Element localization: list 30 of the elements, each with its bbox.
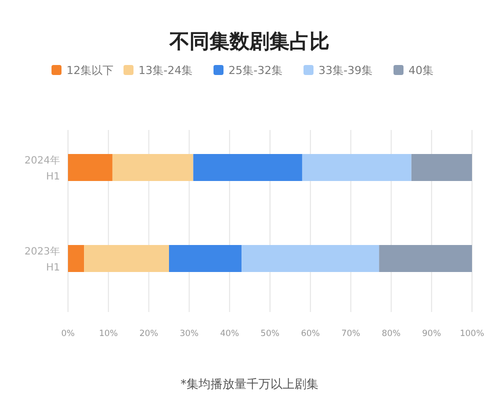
x-tick-label: 10% <box>98 329 118 339</box>
x-tick-label: 50% <box>260 329 280 339</box>
bar <box>302 154 412 181</box>
chart-title: 不同集数剧集占比 <box>168 29 330 53</box>
x-tick-label: 30% <box>180 329 199 339</box>
legend-label: 13集-24集 <box>138 64 192 77</box>
x-tick-label: 90% <box>422 329 442 339</box>
text: *集均播放量千万以上剧集 <box>180 377 318 391</box>
x-tick-label: 100% <box>460 329 484 339</box>
bar <box>68 245 84 272</box>
x-tick-label: 20% <box>139 329 158 339</box>
x-tick-label: 0% <box>61 329 75 339</box>
bar <box>68 154 112 181</box>
bar <box>242 245 380 272</box>
y-tick-label: 2023年 H1 <box>24 246 60 274</box>
x-tick-label: 40% <box>220 329 240 339</box>
bar <box>84 245 169 272</box>
bar <box>411 154 472 181</box>
bar <box>112 154 194 181</box>
legend-label: 12集以下 <box>66 64 114 77</box>
x-tick-label: 60% <box>300 329 320 339</box>
x-tick-label: 70% <box>341 329 360 339</box>
legend-label: 33集-39集 <box>318 64 372 77</box>
legend-label: 25集-32集 <box>228 64 282 77</box>
y-tick-label: 2024年 H1 <box>24 154 60 182</box>
bar <box>193 154 302 181</box>
bar <box>169 245 242 272</box>
legend-label: 40集 <box>408 64 434 77</box>
x-tick-label: 80% <box>382 329 401 339</box>
bar <box>379 245 472 272</box>
